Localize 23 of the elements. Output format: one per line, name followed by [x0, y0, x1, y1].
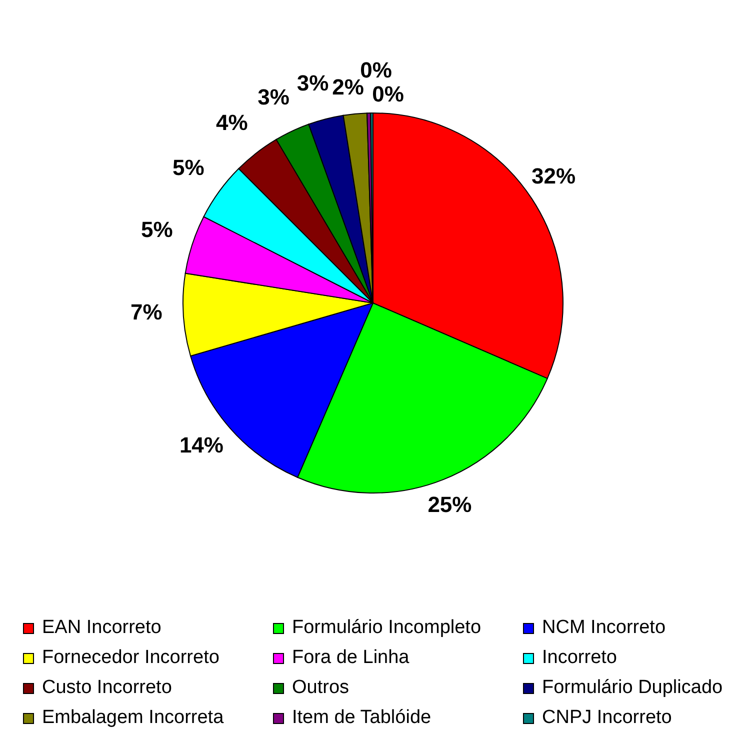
- legend-label: Incorreto: [542, 647, 617, 669]
- legend-label: Formulário Incompleto: [292, 617, 482, 639]
- data-label: 3%: [258, 84, 290, 110]
- legend-label: NCM Incorreto: [542, 617, 666, 639]
- data-label: 3%: [296, 70, 329, 96]
- legend-label: Item de Tablóide: [292, 707, 432, 729]
- data-label: 32%: [532, 164, 576, 189]
- data-label: 5%: [140, 216, 173, 242]
- data-label: 0%: [360, 58, 392, 82]
- data-label: 5%: [172, 155, 204, 180]
- data-label: 4%: [216, 110, 248, 136]
- legend-label: Formulário Duplicado: [542, 677, 723, 699]
- legend-label: CNPJ Incorreto: [542, 707, 672, 729]
- data-label: 25%: [428, 492, 472, 517]
- legend-label: Embalagem Incorreta: [42, 707, 224, 729]
- data-label: 0%: [372, 82, 404, 106]
- legend-label: Custo Incorreto: [42, 677, 172, 699]
- legend-label: Fora de Linha: [292, 647, 410, 669]
- data-label: 14%: [179, 432, 224, 458]
- legend-label: EAN Incorreto: [42, 617, 162, 639]
- legend-label: Fornecedor Incorreto: [42, 647, 220, 669]
- legend-label: Outros: [292, 677, 350, 699]
- data-label: 7%: [130, 299, 162, 324]
